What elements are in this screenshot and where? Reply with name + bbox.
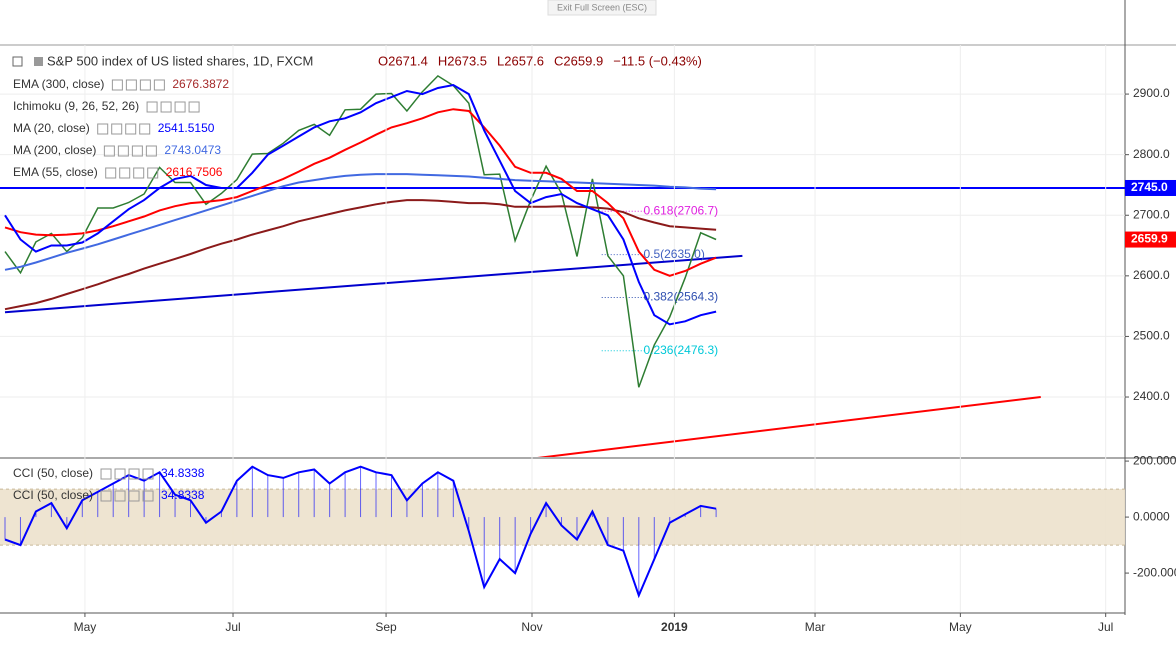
legend-button[interactable] (111, 79, 123, 91)
quote-value: O2671.4 (378, 53, 428, 68)
pane (0, 465, 1125, 599)
screen-hint: Exit Full Screen (ESC) (557, 2, 647, 12)
quote-value: L2657.6 (497, 53, 544, 68)
legend-label: MA (20, close) (13, 121, 90, 135)
legend-button[interactable] (119, 167, 131, 179)
legend-button[interactable] (133, 167, 145, 179)
legend-label: CCI (50, close) (13, 466, 93, 480)
legend-button[interactable] (174, 101, 186, 113)
legend-button[interactable] (111, 123, 123, 135)
x-tick-label: Sep (375, 620, 397, 634)
legend-button[interactable] (188, 101, 200, 113)
series-line (4, 108, 717, 277)
series-line (4, 83, 717, 326)
x-tick-label: Nov (521, 620, 542, 634)
price-label-box (1125, 179, 1176, 196)
legend-label: EMA (300, close) (13, 77, 104, 91)
y-tick-label: 200.0000 (1133, 453, 1176, 467)
legend-button[interactable] (139, 123, 151, 135)
fib-label: 0.382(2564.3) (643, 290, 718, 304)
x-tick-label: Mar (805, 620, 826, 634)
last-price-box (1125, 231, 1176, 248)
legend-button[interactable] (139, 79, 151, 91)
fib-label: 0.236(2476.3) (643, 343, 718, 357)
legend-value: 2743.0473 (164, 143, 221, 157)
chart-title: S&P 500 index of US listed shares, 1D, F… (47, 53, 313, 68)
quote-value: C2659.9 (554, 53, 603, 68)
series-line (4, 74, 717, 388)
legend-label: EMA (55, close) (13, 165, 98, 179)
collapse-icon (12, 56, 23, 67)
symbol-icon (34, 57, 43, 66)
x-tick-label: Jul (225, 620, 240, 634)
y-tick-label: 2900.0 (1133, 86, 1170, 100)
fib-label: 0.5(2635.0) (643, 247, 704, 261)
legend-button[interactable] (142, 468, 154, 480)
y-tick-label: 2700.0 (1133, 207, 1170, 221)
screen-hint-box (547, 0, 657, 16)
series-line (4, 465, 717, 599)
legend-button[interactable] (147, 167, 159, 179)
x-tick-label: May (74, 620, 97, 634)
legend-value: 2676.3872 (172, 77, 229, 91)
legend-button[interactable] (105, 167, 117, 179)
x-tick-label: May (949, 620, 972, 634)
legend-button[interactable] (145, 145, 157, 157)
legend-button[interactable] (125, 123, 137, 135)
y-tick-label: 2800.0 (1133, 147, 1170, 161)
x-tick-label: Jul (1098, 620, 1113, 634)
legend-button[interactable] (131, 145, 143, 157)
legend-button[interactable] (97, 123, 109, 135)
legend-value: 2616.7506 (166, 165, 223, 179)
legend-button[interactable] (128, 468, 140, 480)
y-tick-label: 0.0000 (1133, 509, 1170, 523)
price-label: 2745.0 (1131, 180, 1168, 194)
legend-button[interactable] (114, 468, 126, 480)
legend-button[interactable] (142, 490, 154, 502)
legend-button[interactable] (160, 101, 172, 113)
y-tick-label: 2400.0 (1133, 389, 1170, 403)
last-price-label: 2659.9 (1131, 232, 1168, 246)
legend-button[interactable] (100, 490, 112, 502)
legend-label: CCI (50, close) (13, 488, 93, 502)
series-line (4, 199, 717, 311)
legend-button[interactable] (146, 101, 158, 113)
legend-button[interactable] (128, 490, 140, 502)
y-tick-label: 2600.0 (1133, 268, 1170, 282)
legend-button[interactable] (153, 79, 165, 91)
legend-button[interactable] (114, 490, 126, 502)
quote-value: H2673.5 (438, 53, 487, 68)
y-tick-label: 2500.0 (1133, 329, 1170, 343)
legend-value: 34.8338 (161, 466, 205, 480)
trendline (537, 396, 1041, 457)
pane (0, 74, 1125, 457)
fib-label: 0.618(2706.7) (643, 203, 718, 217)
legend-label: MA (200, close) (13, 143, 96, 157)
legend-button[interactable] (100, 468, 112, 480)
x-tick-label: 2019 (661, 620, 688, 634)
y-tick-label: -200.0000 (1133, 565, 1176, 579)
series-line (4, 173, 717, 271)
trendline (4, 254, 743, 314)
legend-button[interactable] (117, 145, 129, 157)
legend-value: 2541.5150 (158, 121, 215, 135)
quote-value: −11.5 (−0.43%) (613, 53, 702, 68)
legend-value: 34.8338 (161, 488, 205, 502)
legend-button[interactable] (125, 79, 137, 91)
legend-button[interactable] (103, 145, 115, 157)
legend-label: Ichimoku (9, 26, 52, 26) (13, 99, 139, 113)
